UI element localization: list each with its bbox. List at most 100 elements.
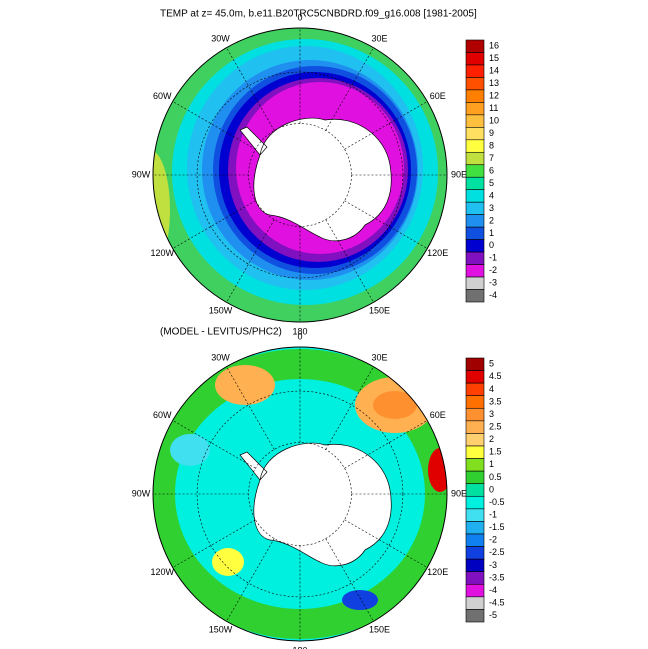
longitude-label: 120W: [151, 248, 175, 258]
longitude-label: 150W: [209, 624, 233, 634]
colorbar-box: [465, 127, 485, 141]
colorbar-label: 12: [489, 91, 499, 101]
colorbar-box: [465, 470, 485, 485]
colorbar-label: -0.5: [489, 497, 505, 507]
longitude-label: 30E: [371, 352, 387, 362]
colorbar-label: 9: [489, 128, 494, 138]
colorbar-label: -3: [489, 278, 497, 288]
longitude-label: 90W: [132, 169, 151, 179]
map-bottom: [153, 347, 447, 641]
colorbar-box: [465, 139, 485, 153]
colorbar-label: -3.5: [489, 572, 505, 582]
colorbar-box: [465, 395, 485, 409]
colorbar-label: 3.5: [489, 396, 502, 406]
longitude-label: 150W: [209, 305, 233, 315]
colorbar-box: [465, 407, 485, 422]
colorbar-label: -4: [489, 585, 497, 595]
colorbar-box: [465, 370, 485, 384]
colorbar-label: 2: [489, 215, 494, 225]
longitude-label: 180: [292, 645, 307, 649]
colorbar-label: 11: [489, 103, 498, 113]
longitude-label: 30W: [211, 33, 230, 43]
colorbar-label: -5: [489, 610, 497, 620]
colorbar-box: [465, 164, 485, 178]
colorbar-label: 3: [489, 203, 494, 213]
colorbar-label: 5: [489, 359, 494, 369]
longitude-label: 120W: [151, 567, 175, 577]
colorbar-label: -2.5: [489, 547, 505, 557]
colorbar-label: 6: [489, 165, 494, 175]
colorbar-label: 4.5: [489, 371, 502, 381]
longitude-label: 150E: [369, 305, 390, 315]
map-border: [152, 27, 448, 323]
colorbar-label: 4: [489, 384, 494, 394]
colorbar-box: [465, 214, 485, 228]
colorbar-box: [465, 508, 485, 522]
longitude-label: 120E: [427, 567, 448, 577]
longitude-label: 90E: [451, 488, 467, 498]
colorbar-label: 1: [489, 459, 494, 469]
colorbar-box: [465, 495, 485, 510]
colorbar-box: [465, 77, 485, 91]
colorbar-box: [465, 289, 485, 303]
longitude-label: 60W: [153, 410, 172, 420]
longitude-label: 90E: [451, 169, 467, 179]
latitude-circle: [196, 71, 404, 279]
colorbar-label: -4: [489, 290, 497, 300]
colorbar-box: [465, 609, 485, 623]
colorbar-box: [465, 433, 485, 447]
longitude-label: 150E: [369, 624, 390, 634]
colorbar-label: 0.5: [489, 472, 502, 482]
longitude-label: 120E: [427, 248, 448, 258]
colorbar-label: 4: [489, 190, 494, 200]
colorbar-box: [465, 201, 485, 215]
longitude-label: 0: [297, 331, 302, 341]
colorbar-box: [465, 102, 485, 116]
colorbar-box: [465, 596, 485, 610]
colorbar-label: -1: [489, 510, 497, 520]
colorbar-label: -1: [489, 253, 497, 263]
colorbar-label: 15: [489, 53, 499, 63]
colorbar-label: 8: [489, 140, 494, 150]
colorbar-box: [465, 64, 485, 78]
colorbar-label: -4.5: [489, 598, 505, 608]
colorbar-box: [465, 483, 485, 497]
colorbar-box: [465, 420, 485, 434]
colorbar-box: [465, 151, 485, 166]
colorbar-box: [465, 264, 485, 278]
colorbar-label: 2.5: [489, 422, 502, 432]
colorbar-label: -3: [489, 560, 497, 570]
colorbar-box: [465, 571, 485, 585]
longitude-label: 30W: [211, 352, 230, 362]
colorbar-box: [465, 546, 485, 560]
colorbar-box: [465, 239, 485, 253]
colorbar-label: 3: [489, 409, 494, 419]
panel-title: (MODEL - LEVITUS/PHC2): [160, 327, 282, 338]
colorbar-box: [465, 583, 485, 598]
colorbar-box: [465, 458, 485, 472]
panel-title: TEMP at z= 45.0m, b.e11.B20TRC5CNBDRD.f0…: [160, 9, 477, 20]
colorbar-box: [465, 226, 485, 240]
colorbar-label: 0: [489, 484, 494, 494]
graticule: [153, 28, 447, 641]
longitude-label: 30E: [371, 33, 387, 43]
latitude-circle: [196, 390, 404, 598]
colorbar-label: -1.5: [489, 522, 505, 532]
colorbar-box: [465, 445, 485, 459]
colorbar-label: 1: [489, 228, 494, 238]
colorbar-box: [465, 189, 485, 203]
colorbar-label: -2: [489, 265, 497, 275]
colorbar-box: [465, 382, 485, 397]
longitude-label: 60W: [153, 91, 172, 101]
colorbar-box: [465, 558, 485, 573]
colorbar-label: 5: [489, 178, 494, 188]
longitude-label: 60E: [430, 91, 446, 101]
map-border: [152, 346, 448, 642]
colorbar-label: 2: [489, 434, 494, 444]
colorbar-label: 13: [489, 78, 499, 88]
colorbar-label: 16: [489, 41, 499, 51]
colorbar-box: [465, 521, 485, 535]
colorbar-label: 7: [489, 153, 494, 163]
colorbar-box: [465, 89, 485, 103]
